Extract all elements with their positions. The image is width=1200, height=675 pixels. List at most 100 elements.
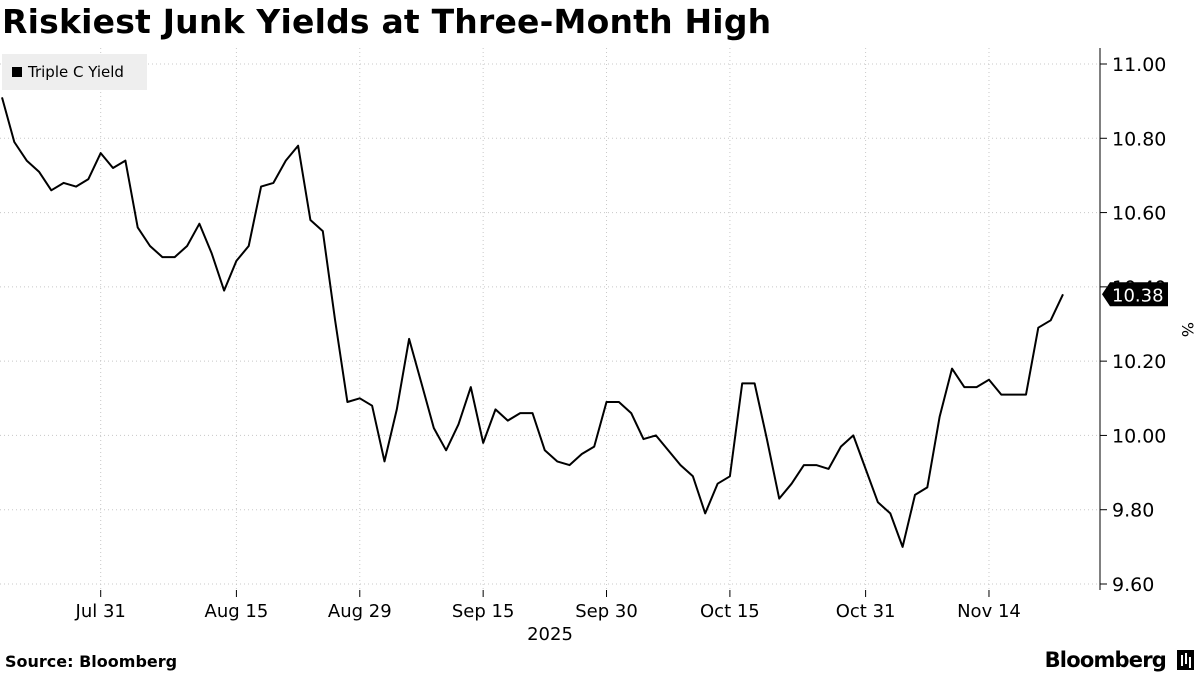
series-points: [1, 96, 1065, 549]
data-point: [420, 382, 423, 385]
bloomberg-icon: [1177, 650, 1194, 670]
data-point: [790, 482, 793, 485]
data-point: [161, 256, 164, 259]
data-point: [741, 382, 744, 385]
data-point: [260, 185, 263, 188]
last-value-label: 10.38: [1112, 285, 1164, 306]
data-point: [1000, 393, 1003, 396]
y-tick-label: 10.80: [1112, 128, 1166, 150]
y-tick-label: 11.00: [1112, 54, 1166, 76]
legend: Triple C Yield: [2, 54, 147, 90]
brand-logo-text: Bloomberg: [1044, 648, 1167, 672]
data-point: [630, 412, 633, 415]
data-point: [827, 467, 830, 470]
data-point: [679, 464, 682, 467]
data-point: [802, 464, 805, 467]
data-point: [482, 441, 485, 444]
data-point: [383, 460, 386, 463]
data-point: [938, 415, 941, 418]
data-point: [815, 464, 818, 467]
data-point: [62, 181, 65, 184]
y-tick-label: 9.60: [1112, 574, 1154, 596]
x-tick-label: Jul 31: [75, 601, 126, 622]
data-point: [704, 512, 707, 515]
x-tick-label: Oct 15: [700, 601, 760, 622]
x-tick-label: Aug 29: [328, 601, 392, 622]
data-point: [112, 167, 115, 170]
data-point: [124, 159, 127, 162]
data-point: [457, 423, 460, 426]
data-point: [914, 493, 917, 496]
data-point: [284, 159, 287, 162]
data-point: [334, 319, 337, 322]
data-point: [506, 419, 509, 422]
data-point: [963, 386, 966, 389]
data-point: [25, 159, 28, 162]
data-point: [1037, 326, 1040, 329]
data-point: [889, 512, 892, 515]
data-point: [87, 178, 90, 181]
data-point: [210, 252, 213, 255]
data-point: [358, 397, 361, 400]
data-point: [852, 434, 855, 437]
data-point: [469, 386, 472, 389]
data-point: [186, 245, 189, 248]
data-point: [642, 438, 645, 441]
data-point: [1049, 319, 1052, 322]
triple-c-yield-line: [1, 97, 1064, 548]
legend-swatch: [12, 67, 22, 77]
data-point: [864, 467, 867, 470]
data-point: [395, 408, 398, 411]
data-point: [1012, 393, 1015, 396]
y-tick-label: 10.00: [1112, 425, 1166, 447]
data-point: [371, 404, 374, 407]
data-point: [494, 408, 497, 411]
data-point: [519, 412, 522, 415]
data-point: [1062, 293, 1065, 296]
data-point: [173, 256, 176, 259]
data-point: [728, 475, 731, 478]
x-tick-label: Oct 31: [836, 601, 896, 622]
data-point: [593, 445, 596, 448]
data-point: [839, 445, 842, 448]
data-point: [38, 170, 41, 173]
data-point: [556, 460, 559, 463]
data-point: [876, 501, 879, 504]
data-point: [149, 245, 152, 248]
legend-label: Triple C Yield: [28, 63, 124, 81]
data-point: [691, 475, 694, 478]
data-point: [617, 401, 620, 404]
x-tick-label: Sep 30: [575, 601, 638, 622]
x-ticks: Jul 31 Aug 15 Aug 29 Sep 15 Sep 30 Oct 15 Oct …: [75, 590, 1021, 622]
data-point: [445, 449, 448, 452]
data-point: [1025, 393, 1028, 396]
data-point: [136, 226, 139, 229]
x-axis-year: 2025: [527, 624, 573, 645]
data-point: [235, 259, 238, 262]
data-point: [223, 289, 226, 292]
data-point: [531, 412, 534, 415]
data-point: [346, 401, 349, 404]
data-point: [543, 449, 546, 452]
data-point: [716, 482, 719, 485]
x-tick-label: Nov 14: [957, 601, 1021, 622]
grid-lines: [0, 48, 1100, 590]
data-point: [667, 449, 670, 452]
last-value-callout: 10.38: [1102, 282, 1168, 307]
data-point: [198, 222, 201, 225]
y-tick-label: 10.60: [1112, 203, 1166, 225]
x-tick-label: Sep 15: [452, 601, 515, 622]
data-point: [50, 189, 53, 192]
data-point: [568, 464, 571, 467]
y-axis-unit: %: [1178, 322, 1197, 337]
data-point: [321, 230, 324, 233]
data-point: [247, 245, 250, 248]
data-point: [272, 181, 275, 184]
data-point: [765, 438, 768, 441]
last-value-badge: [1102, 282, 1168, 307]
data-point: [297, 144, 300, 147]
y-tick-label: 9.80: [1112, 500, 1154, 522]
y-tick-label: 10.20: [1112, 351, 1166, 373]
